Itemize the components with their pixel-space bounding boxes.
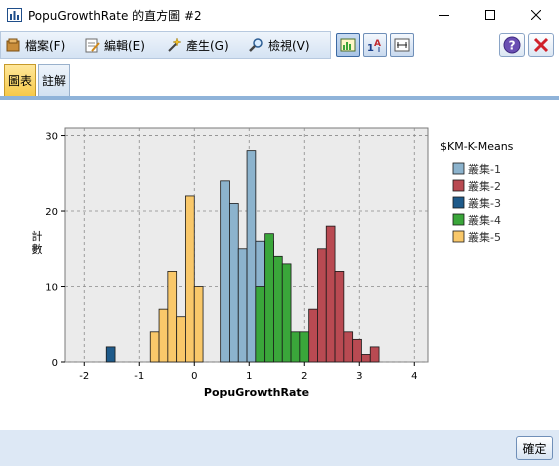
x-tick-label: 2 (301, 371, 307, 382)
histogram-bar (317, 248, 327, 363)
legend-swatch (452, 162, 465, 175)
menu-edit-label: 編輯(E) (104, 38, 145, 53)
menu-bar (0, 31, 331, 59)
x-tick-label: 4 (411, 371, 417, 382)
histogram-bar (352, 338, 362, 363)
histogram-bar (105, 346, 116, 363)
histogram-bar (273, 255, 283, 363)
axis-range-icon (394, 38, 410, 52)
histogram-bar (185, 195, 195, 363)
histogram-bar (369, 346, 380, 363)
histogram-bar (149, 331, 160, 363)
help-button[interactable]: ? (499, 33, 525, 57)
histogram-bar (158, 308, 169, 363)
y-axis-label: 數 (32, 243, 43, 256)
maximize-icon (485, 10, 495, 20)
tab-divider (0, 96, 559, 100)
histogram-bar (290, 331, 301, 363)
legend-swatch (452, 230, 465, 243)
close-button[interactable] (513, 0, 559, 30)
histogram-bar (308, 308, 318, 363)
x-tick-label: 1 (246, 371, 252, 382)
sort-icon: 1 A (367, 39, 381, 53)
histogram-bar (325, 225, 336, 363)
histogram-bar (334, 271, 345, 363)
tab-notes[interactable]: 註解 (38, 64, 70, 96)
x-tick-label: 0 (191, 371, 197, 382)
footer-bar (0, 430, 559, 466)
axis-range-button[interactable] (390, 33, 414, 57)
menu-generate[interactable]: 產生(G) (166, 35, 229, 55)
close-icon (531, 10, 541, 20)
x-axis-label: PopuGrowthRate (204, 386, 309, 399)
y-tick-label: 10 (45, 283, 58, 294)
histogram-bar (264, 233, 274, 363)
legend-swatch (452, 196, 465, 209)
histogram-bar (167, 271, 178, 363)
histogram-bar (361, 354, 371, 363)
legend-label: 叢集-1 (468, 162, 501, 176)
x-tick-label: -1 (134, 371, 144, 382)
menu-file-label: 檔案(F) (25, 38, 66, 53)
title-bar: PopuGrowthRate 的直方圖 #2 (0, 0, 559, 30)
histogram-bar (229, 203, 239, 363)
y-tick-label: 20 (45, 207, 58, 218)
svg-text:A: A (374, 39, 381, 49)
window-title: PopuGrowthRate 的直方圖 #2 (28, 9, 202, 23)
histogram-bar (255, 286, 266, 363)
histogram-bar (237, 248, 248, 363)
menu-edit[interactable]: 編輯(E) (84, 35, 145, 55)
histogram-bar (193, 286, 204, 363)
legend-swatch (452, 213, 465, 226)
x-tick-label: -2 (79, 371, 89, 382)
histogram-bar (220, 180, 230, 363)
y-tick-label: 30 (45, 132, 58, 143)
x-tick-label: 3 (356, 371, 362, 382)
close-window-button[interactable] (528, 33, 554, 57)
help-icon: ? (503, 36, 521, 54)
histogram-bar (281, 263, 292, 363)
legend-label: 叢集-3 (468, 196, 501, 210)
minimize-icon (439, 15, 449, 16)
legend-label: 叢集-4 (468, 213, 501, 227)
menu-view[interactable]: 檢視(V) (248, 35, 310, 55)
menu-view-label: 檢視(V) (268, 38, 310, 53)
histogram-chart: -2 -1 0 1 2 3 4 0 10 20 30 PopuGrowthRate 計數 $KM-K-Me… (32, 127, 514, 399)
sort-labels-button[interactable]: 1 A (363, 33, 387, 57)
svg-text:1: 1 (367, 43, 374, 53)
tab-chart[interactable]: 圖表 (4, 64, 36, 96)
histogram-bar (176, 316, 186, 363)
menu-generate-label: 產生(G) (186, 38, 229, 53)
legend-title: $KM-K-Means (440, 140, 514, 153)
menu-file[interactable]: 檔案(F) (5, 35, 65, 55)
bar-chart-icon (7, 8, 22, 22)
maximize-button[interactable] (467, 0, 513, 30)
view-icon (249, 38, 263, 52)
legend-label: 叢集-5 (468, 230, 501, 244)
edit-icon (85, 38, 100, 53)
histogram-bar (299, 331, 310, 363)
file-icon (6, 38, 20, 52)
y-axis-label: 計 (32, 229, 43, 243)
close-red-icon (533, 37, 549, 53)
tab-strip (0, 60, 559, 97)
histogram-bar (343, 331, 354, 363)
legend-label: 叢集-2 (468, 179, 501, 193)
chart-options-icon (340, 38, 356, 52)
ok-button[interactable]: 確定 (516, 436, 553, 460)
wand-icon (168, 37, 182, 52)
chart-options-button[interactable] (336, 33, 360, 57)
svg-text:?: ? (509, 39, 516, 53)
histogram-bar (246, 150, 257, 363)
legend-swatch (452, 179, 465, 192)
minimize-button[interactable] (421, 0, 467, 30)
y-tick-label: 0 (52, 358, 58, 369)
